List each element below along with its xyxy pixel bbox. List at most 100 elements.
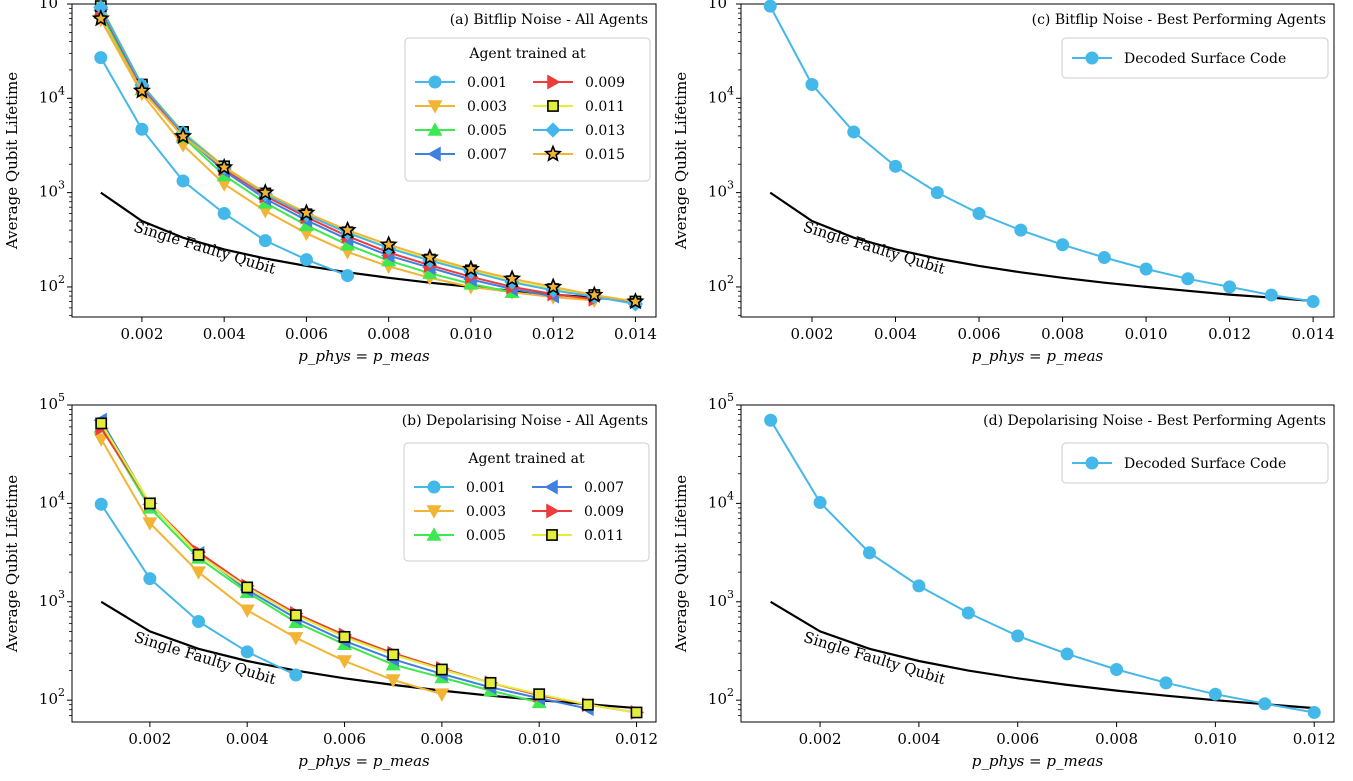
panel-title: (b) Depolarising Noise - All Agents bbox=[402, 413, 648, 429]
x-tick-label: 0.008 bbox=[1095, 730, 1138, 748]
data-point bbox=[93, 433, 109, 447]
legend-entry: 0.001 bbox=[415, 75, 507, 91]
y-axis-label: Average Qubit Lifetime bbox=[672, 475, 690, 653]
baseline-label: Single Faulty Qubit bbox=[801, 628, 947, 688]
y-axis-label: Average Qubit Lifetime bbox=[3, 72, 21, 250]
chart-panel-d: 0.002 0.004 0.006 0.008 0.010 0.012 102 103 104 1… bbox=[672, 391, 1336, 770]
legend-entry: 0.009 bbox=[533, 74, 625, 91]
data-point bbox=[95, 417, 108, 430]
data-point bbox=[217, 207, 231, 221]
legend-entry: 0.003 bbox=[415, 99, 507, 115]
data-point bbox=[94, 497, 108, 511]
x-tick-label: 0.008 bbox=[420, 730, 463, 748]
series-0-015 bbox=[91, 9, 645, 310]
data-point bbox=[1014, 223, 1028, 237]
legend-marker bbox=[1085, 456, 1099, 470]
data-point bbox=[132, 81, 152, 99]
series-line bbox=[100, 438, 443, 696]
series-line bbox=[769, 5, 1314, 303]
legend-label: 0.001 bbox=[466, 480, 506, 496]
legend: Decoded Surface Code bbox=[1061, 37, 1329, 79]
data-point bbox=[191, 566, 206, 580]
data-point bbox=[337, 655, 352, 669]
plot-frame bbox=[71, 3, 657, 318]
legend-entry: Decoded Surface Code bbox=[1072, 51, 1286, 67]
data-point bbox=[192, 615, 206, 629]
legend-title: Agent trained at bbox=[467, 451, 585, 467]
x-tick-label: 0.004 bbox=[226, 730, 269, 748]
x-tick-label: 0.006 bbox=[285, 325, 328, 343]
legend-box bbox=[1061, 442, 1329, 484]
data-point bbox=[435, 663, 448, 676]
data-point bbox=[484, 676, 497, 689]
x-tick-label: 0.004 bbox=[203, 325, 246, 343]
plot-frame bbox=[740, 3, 1335, 318]
legend: Decoded Surface Code bbox=[1061, 442, 1329, 484]
x-tick-label: 0.006 bbox=[958, 325, 1001, 343]
legend-label: 0.015 bbox=[585, 147, 625, 163]
series-0-003 bbox=[93, 433, 450, 702]
data-point bbox=[1208, 687, 1222, 701]
data-point bbox=[585, 285, 604, 303]
legend-marker bbox=[545, 122, 561, 138]
data-point bbox=[297, 203, 316, 221]
panel-title: (a) Bitflip Noise - All Agents bbox=[450, 12, 648, 28]
series-decoded-surface-code bbox=[763, 0, 1320, 309]
x-tick-label: 0.014 bbox=[614, 325, 657, 343]
data-point bbox=[1097, 251, 1111, 265]
data-point bbox=[1223, 280, 1237, 294]
y-tick-label: 104 bbox=[39, 84, 65, 106]
data-point bbox=[387, 648, 400, 661]
data-point bbox=[215, 157, 234, 176]
legend-marker bbox=[544, 479, 558, 495]
data-point bbox=[135, 122, 149, 136]
data-point bbox=[581, 698, 594, 711]
legend: Agent trained at 0.001 0.003 0.005 0.007 0.00… bbox=[404, 37, 651, 182]
legend-entry: 0.005 bbox=[414, 527, 506, 544]
series-line bbox=[99, 6, 636, 305]
legend-marker bbox=[426, 527, 442, 541]
legend-entry: 0.009 bbox=[532, 503, 624, 520]
data-point bbox=[256, 183, 275, 201]
data-point bbox=[889, 159, 903, 173]
x-tick-label: 0.010 bbox=[449, 325, 492, 343]
legend-entry: 0.003 bbox=[414, 504, 506, 520]
data-point bbox=[94, 51, 108, 65]
data-point bbox=[1307, 705, 1321, 719]
legend-marker bbox=[428, 75, 442, 89]
series-line bbox=[100, 426, 540, 704]
data-layer bbox=[764, 413, 1321, 719]
x-axis-label: p_phys = p_meas bbox=[972, 347, 1104, 365]
x-tick-label: 0.004 bbox=[897, 730, 940, 748]
series-line bbox=[769, 419, 1315, 714]
x-tick-label: 0.014 bbox=[1292, 325, 1335, 343]
y-tick-label: 103 bbox=[39, 588, 65, 610]
legend-label: Decoded Surface Code bbox=[1124, 456, 1286, 472]
legend-label: 0.011 bbox=[585, 99, 625, 115]
x-axis-label: p_phys = p_meas bbox=[298, 752, 430, 770]
plot-frame bbox=[71, 404, 657, 723]
legend-box bbox=[404, 37, 651, 182]
legend-marker bbox=[547, 100, 559, 112]
baseline-line bbox=[770, 600, 1315, 710]
legend-entry: 0.015 bbox=[533, 144, 625, 163]
y-tick-label: 105 bbox=[39, 0, 65, 12]
x-tick-label: 0.008 bbox=[1041, 325, 1084, 343]
legend-entry: 0.007 bbox=[532, 479, 624, 496]
data-point bbox=[289, 668, 303, 682]
x-tick-label: 0.010 bbox=[1125, 325, 1168, 343]
legend-marker bbox=[427, 122, 443, 136]
data-point bbox=[176, 174, 190, 188]
y-tick-label: 103 bbox=[708, 179, 734, 201]
data-point bbox=[142, 517, 158, 531]
legend-marker bbox=[1085, 51, 1099, 65]
x-tick-label: 0.002 bbox=[128, 730, 171, 748]
data-point bbox=[763, 0, 777, 13]
data-layer bbox=[91, 0, 645, 312]
data-point bbox=[961, 606, 975, 620]
x-tick-label: 0.004 bbox=[874, 325, 917, 343]
y-tick-label: 103 bbox=[39, 179, 65, 201]
plot-frame bbox=[740, 404, 1335, 723]
x-tick-label: 0.012 bbox=[1208, 325, 1251, 343]
baseline-line bbox=[769, 191, 1314, 303]
